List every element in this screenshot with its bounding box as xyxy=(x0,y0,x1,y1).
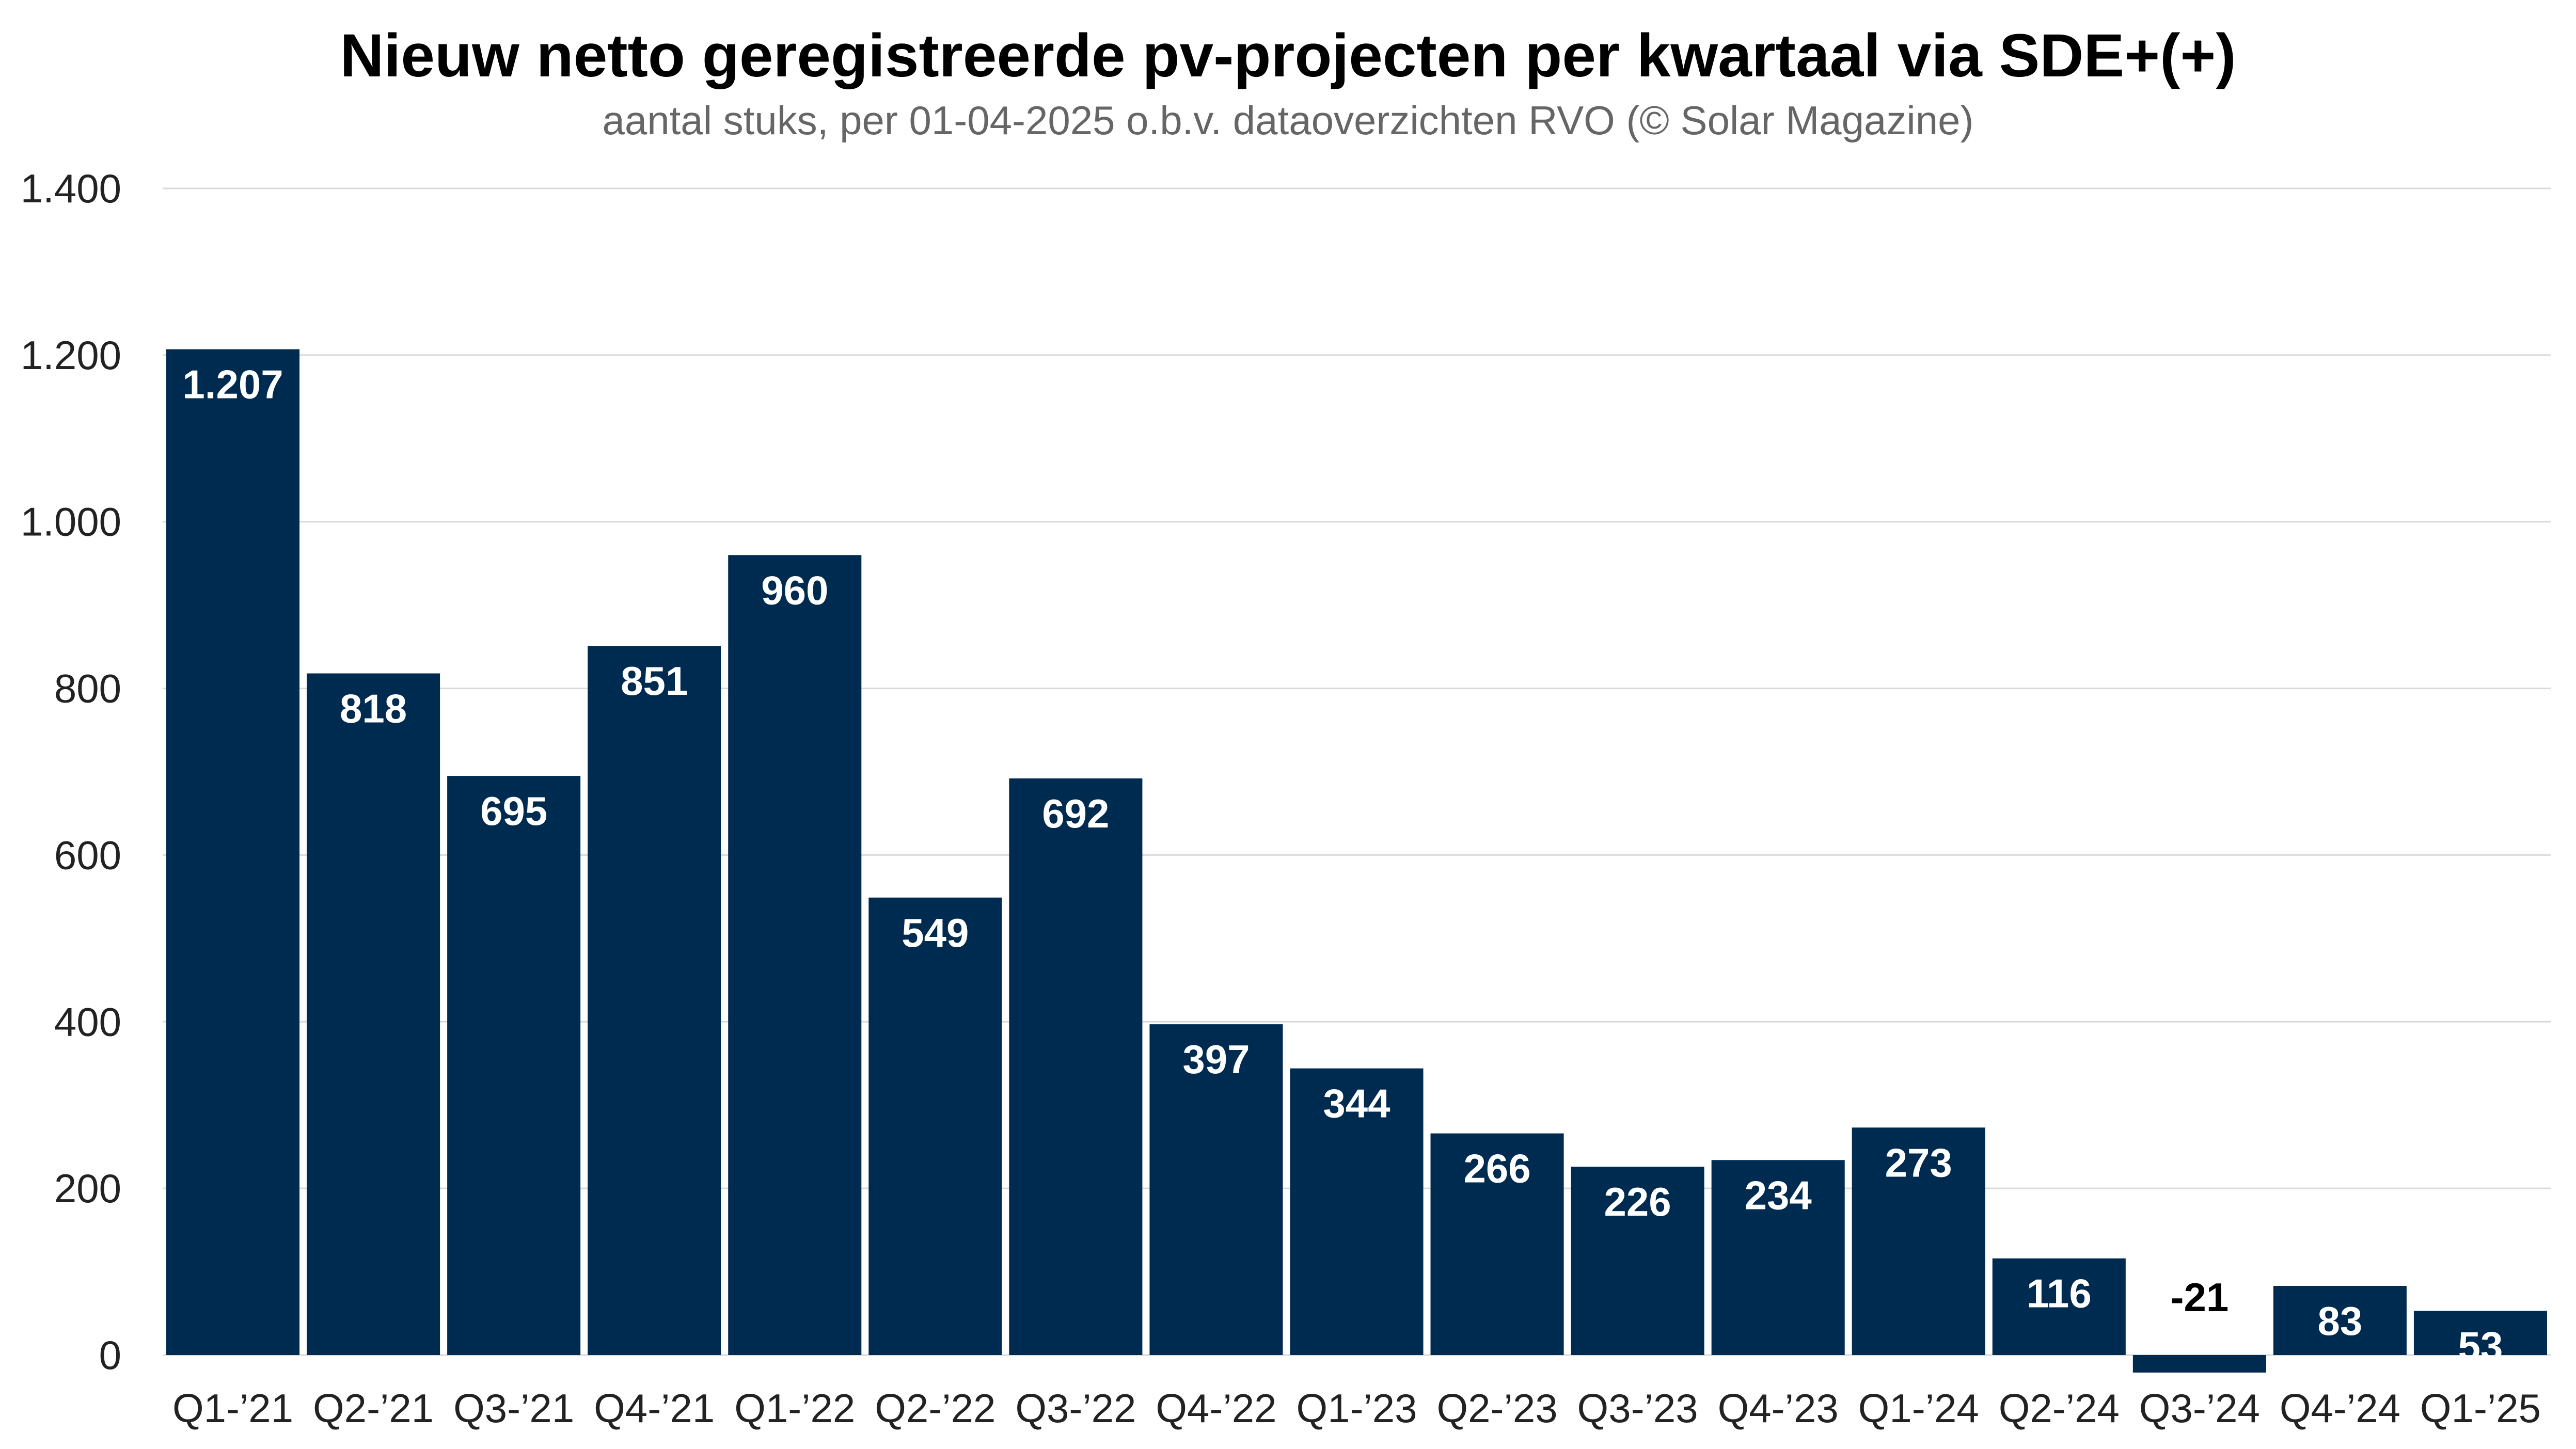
x-tick-label: Q2-’23 xyxy=(1436,1386,1557,1431)
bar xyxy=(1992,1258,2126,1355)
y-tick-label: 1.200 xyxy=(21,332,121,378)
y-tick-label: 200 xyxy=(54,1166,121,1211)
data-label: 83 xyxy=(2318,1298,2363,1344)
bar xyxy=(1290,1068,1424,1355)
bar xyxy=(1149,1024,1283,1355)
y-tick-label: 800 xyxy=(54,666,121,711)
bar xyxy=(868,897,1002,1355)
bar xyxy=(447,776,581,1355)
bar xyxy=(728,555,862,1355)
y-tick-label: 1.400 xyxy=(21,166,121,211)
data-label: 818 xyxy=(340,686,407,731)
x-tick-label: Q1-’21 xyxy=(172,1386,293,1431)
x-tick-label: Q1-’23 xyxy=(1296,1386,1417,1431)
data-label: 53 xyxy=(2458,1323,2503,1368)
x-tick-label: Q4-’21 xyxy=(594,1386,715,1431)
chart-title: Nieuw netto geregistreerde pv-projecten … xyxy=(340,22,2236,90)
x-tick-label: Q1-’25 xyxy=(2420,1386,2541,1431)
data-label: 397 xyxy=(1182,1037,1250,1082)
bar xyxy=(1430,1133,1564,1355)
y-tick-label: 600 xyxy=(54,832,121,878)
x-tick-label: Q2-’21 xyxy=(313,1386,434,1431)
y-tick-label: 1.000 xyxy=(21,499,121,545)
x-tick-label: Q2-’24 xyxy=(1999,1386,2120,1431)
data-label: 695 xyxy=(480,788,547,834)
data-label: -21 xyxy=(2170,1275,2229,1320)
x-tick-label: Q3-’23 xyxy=(1577,1386,1698,1431)
data-label: 273 xyxy=(1885,1140,1952,1185)
bar xyxy=(1852,1127,1985,1355)
x-tick-label: Q1-’24 xyxy=(1858,1386,1979,1431)
x-tick-label: Q3-’24 xyxy=(2139,1386,2260,1431)
bar xyxy=(1711,1160,1845,1355)
data-label: 344 xyxy=(1323,1081,1390,1126)
bar xyxy=(2132,1355,2266,1373)
data-label: 116 xyxy=(2027,1271,2092,1316)
y-tick-label: 0 xyxy=(99,1332,121,1378)
bar xyxy=(588,646,721,1355)
x-tick-label: Q4-’24 xyxy=(2280,1386,2400,1431)
data-label: 851 xyxy=(621,658,688,704)
data-label: 960 xyxy=(761,567,828,613)
x-tick-label: Q2-’22 xyxy=(875,1386,995,1431)
y-tick-label: 400 xyxy=(54,999,121,1044)
data-label: 1.207 xyxy=(182,362,283,407)
x-tick-label: Q4-’23 xyxy=(1718,1386,1839,1431)
x-tick-label: Q1-’22 xyxy=(734,1386,855,1431)
bar xyxy=(307,673,440,1355)
bar xyxy=(1571,1167,1704,1355)
bar xyxy=(2273,1286,2407,1355)
x-tick-label: Q4-’22 xyxy=(1156,1386,1276,1431)
chart-subtitle: aantal stuks, per 01-04-2025 o.b.v. data… xyxy=(602,98,1974,143)
bar xyxy=(166,349,300,1355)
data-label: 226 xyxy=(1604,1179,1671,1224)
x-tick-label: Q3-’21 xyxy=(453,1386,574,1431)
data-label: 549 xyxy=(902,910,969,956)
bar xyxy=(1009,778,1143,1355)
x-tick-label: Q3-’22 xyxy=(1015,1386,1136,1431)
data-label: 266 xyxy=(1463,1146,1530,1191)
bar xyxy=(2413,1311,2547,1355)
data-label: 234 xyxy=(1745,1172,1812,1218)
data-label: 692 xyxy=(1042,791,1109,836)
